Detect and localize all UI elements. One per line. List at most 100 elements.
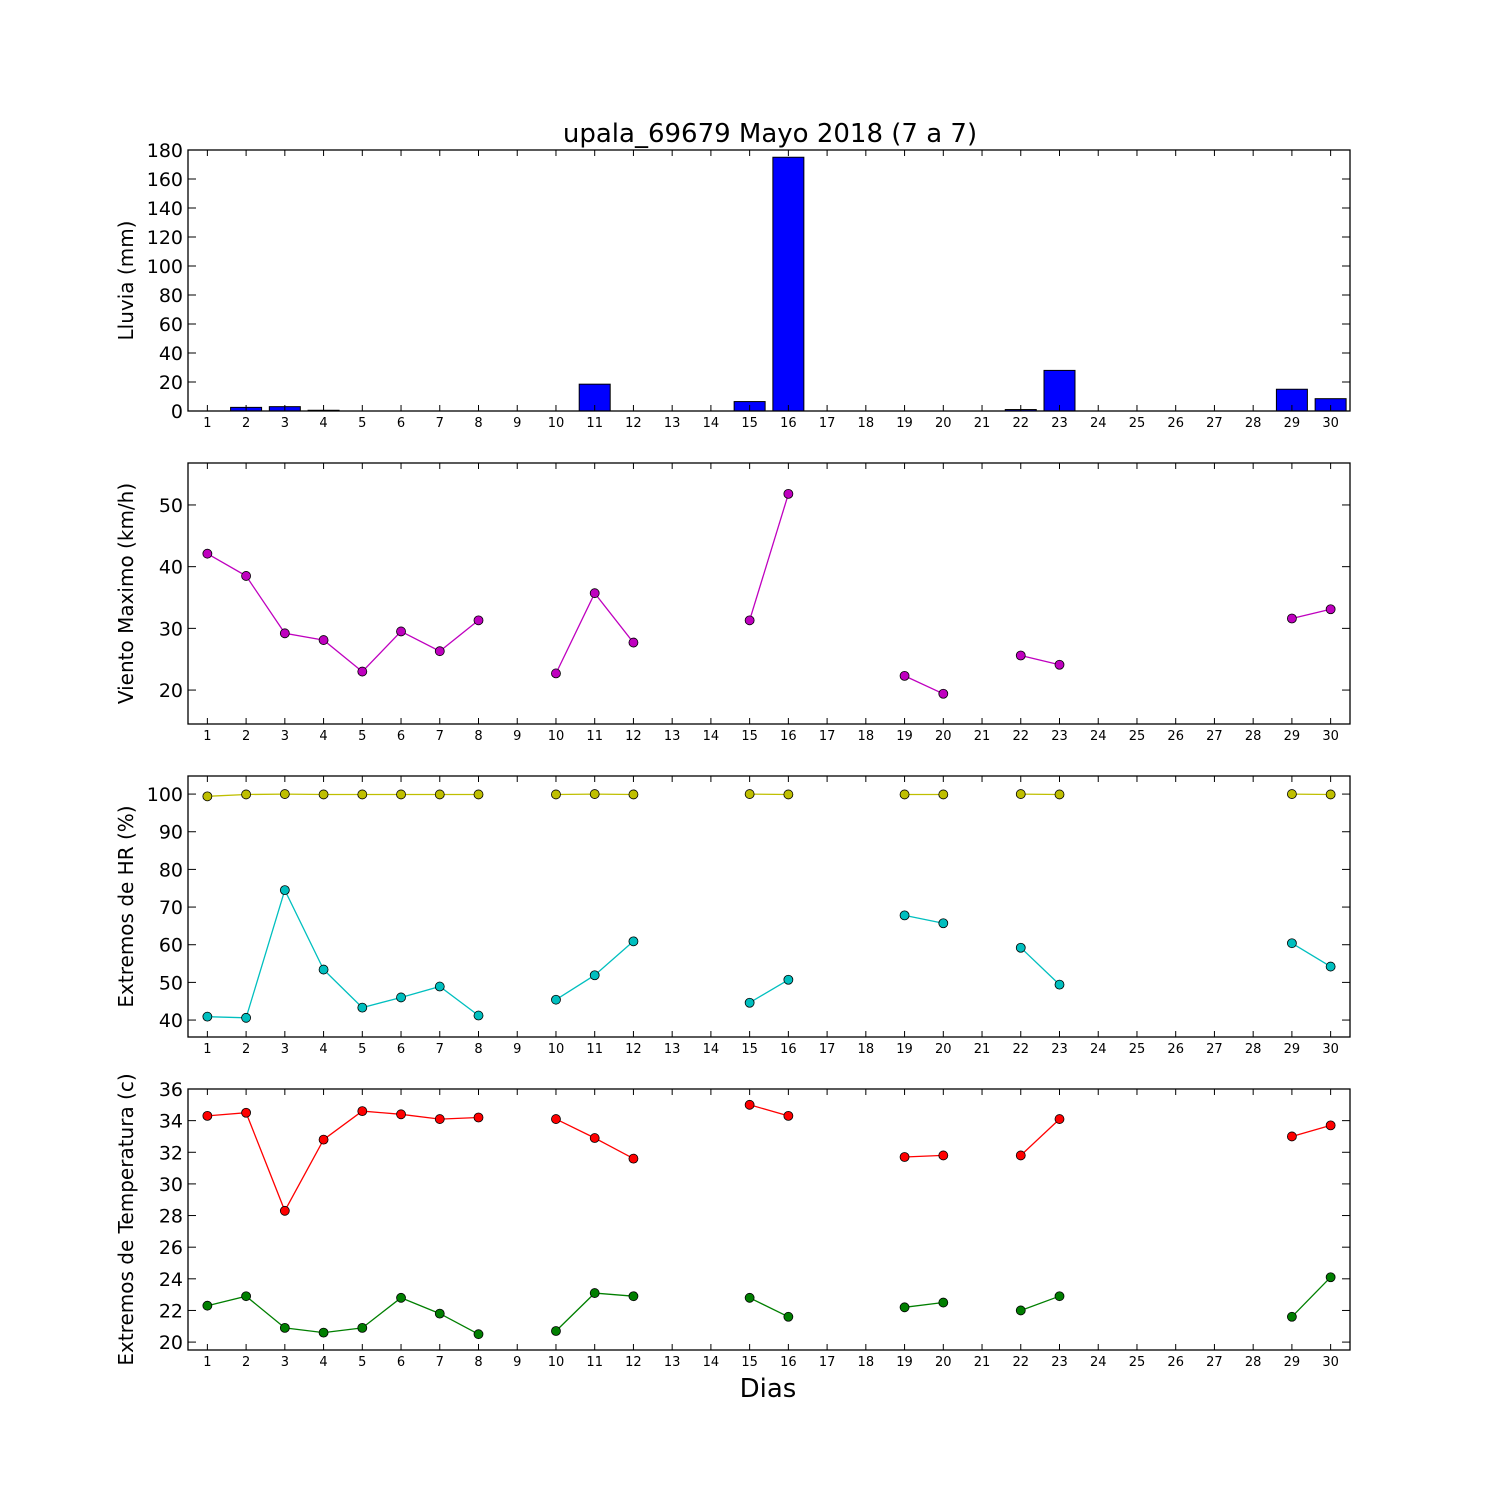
- x-tick-label: 22: [1012, 1042, 1029, 1057]
- x-tick-label: 11: [586, 1042, 603, 1057]
- series-1-line-2: [749, 979, 789, 1004]
- series-0-point-day-20: [938, 1150, 949, 1161]
- x-tick-label: 26: [1167, 729, 1184, 744]
- series-0-point-day-11: [589, 588, 600, 599]
- x-tick-label: 18: [858, 1355, 875, 1370]
- x-tick-label: 14: [703, 1042, 720, 1057]
- x-tick-label: 5: [358, 1042, 366, 1057]
- x-tick-label: 28: [1245, 729, 1262, 744]
- series-1-point-day-12: [628, 936, 639, 947]
- x-tick-label: 21: [974, 416, 991, 431]
- x-tick-label: 13: [664, 1042, 681, 1057]
- y-tick-label: 40: [159, 343, 183, 365]
- series-1-point-day-15: [744, 997, 755, 1008]
- series-0-point-day-22: [1015, 789, 1026, 799]
- x-tick-label: 1: [203, 729, 211, 744]
- series-1-point-day-23: [1054, 979, 1065, 990]
- series-0-line-2: [748, 493, 790, 621]
- series-0-point-day-15: [744, 1099, 755, 1110]
- series-0-point-day-10: [551, 1114, 561, 1124]
- axes-frame: [187, 775, 1351, 1038]
- y-tick-label: 80: [159, 285, 183, 307]
- series-0-point-day-5: [357, 1106, 368, 1117]
- series-1-point-day-3: [279, 885, 290, 896]
- series-0-point-day-30: [1325, 604, 1336, 615]
- series-1-point-day-16: [783, 1311, 794, 1322]
- series-0-point-day-7: [434, 789, 445, 800]
- series-1-point-day-23: [1054, 1291, 1065, 1302]
- x-tick-label: 23: [1051, 1042, 1068, 1057]
- x-tick-label: 2: [242, 416, 250, 431]
- x-tick-label: 3: [281, 416, 289, 431]
- series-1-point-day-12: [628, 1291, 639, 1302]
- y-tick-label: 34: [159, 1111, 183, 1133]
- y-tick-label: 50: [159, 972, 183, 994]
- x-tick-label: 13: [664, 729, 681, 744]
- x-tick-label: 20: [935, 416, 952, 431]
- series-1-line-3: [904, 1301, 944, 1308]
- y-axis-label: Extremos de Temperatura (c): [114, 1073, 138, 1365]
- axes-frame: [187, 149, 1351, 412]
- y-axis-label: Extremos de HR (%): [114, 805, 138, 1007]
- y-tick-label: 100: [147, 256, 183, 278]
- series-1-point-day-30: [1325, 1272, 1336, 1283]
- y-tick-label: 20: [159, 372, 183, 394]
- series-0-point-day-29: [1287, 1131, 1297, 1142]
- series-0-point-day-3: [279, 628, 290, 639]
- x-tick-label: 27: [1206, 1042, 1223, 1057]
- x-tick-label: 9: [513, 416, 521, 431]
- y-tick-label: 30: [159, 1174, 183, 1196]
- x-tick-label: 26: [1167, 416, 1184, 431]
- series-0-point-day-1: [202, 1110, 213, 1121]
- series-1-point-day-29: [1287, 938, 1297, 949]
- subplots: 1 2 3 4 5 6 7 8 9 10 11 12 13 14 15 16 17 18 19 20 21 22 23 24 2…: [114, 140, 1351, 1370]
- x-tick-label: 19: [896, 1355, 913, 1370]
- series-0-point-day-8: [473, 789, 484, 800]
- series-0-point-day-4: [318, 635, 329, 645]
- x-tick-label: 23: [1051, 729, 1068, 744]
- y-tick-label: 120: [147, 227, 183, 249]
- panel-lluvia: 1 2 3 4 5 6 7 8 9 10 11 12 13 14 15 16 17 18 19 20 21 22 23 24 2…: [114, 140, 1351, 431]
- x-tick-label: 20: [935, 1355, 952, 1370]
- x-tick-label: 25: [1129, 729, 1146, 744]
- series-1-point-day-7: [434, 981, 445, 992]
- x-tick-label: 24: [1090, 1042, 1107, 1057]
- x-tick-label: 4: [319, 416, 327, 431]
- x-tick-label: 7: [436, 416, 444, 431]
- x-tick-label: 5: [358, 729, 366, 744]
- series-0-point-day-12: [628, 637, 639, 648]
- x-tick-label: 5: [358, 1355, 366, 1370]
- x-tick-label: 19: [896, 1042, 913, 1057]
- y-axis-label: Viento Maximo (km/h): [114, 483, 138, 704]
- x-tick-label: 16: [780, 729, 797, 744]
- series-0-line-4: [1020, 654, 1060, 666]
- x-tick-label: 10: [548, 729, 565, 744]
- series-0-point-day-19: [899, 670, 910, 681]
- series-0-point-day-7: [434, 1114, 445, 1124]
- series-0-point-day-12: [628, 1153, 639, 1164]
- series-1-point-day-15: [744, 1292, 755, 1303]
- x-tick-label: 22: [1012, 1355, 1029, 1370]
- x-tick-label: 8: [474, 416, 482, 431]
- x-tick-label: 11: [586, 729, 603, 744]
- y-tick-label: 24: [159, 1269, 183, 1291]
- x-tick-label: 11: [586, 1355, 603, 1370]
- x-tick-label: 21: [974, 1042, 991, 1057]
- x-tick-label: 28: [1245, 1042, 1262, 1057]
- series-0-point-day-22: [1015, 1150, 1026, 1161]
- x-tick-label: 23: [1051, 416, 1068, 431]
- series-1-point-day-19: [899, 910, 910, 921]
- plot-area: [188, 776, 1350, 1037]
- x-axis-label: Dias: [740, 1374, 797, 1404]
- series-0-point-day-10: [551, 789, 561, 800]
- x-tick-label: 30: [1322, 1355, 1339, 1370]
- series-0-point-day-2: [241, 1107, 252, 1118]
- series-1-line-4: [1020, 1295, 1060, 1312]
- series-0-point-day-23: [1054, 789, 1065, 800]
- y-tick-label: 90: [159, 822, 183, 844]
- y-tick-label: 40: [159, 557, 183, 579]
- x-tick-label: 17: [819, 416, 836, 431]
- x-tick-label: 17: [819, 1355, 836, 1370]
- x-tick-label: 15: [741, 1042, 758, 1057]
- x-tick-label: 17: [819, 729, 836, 744]
